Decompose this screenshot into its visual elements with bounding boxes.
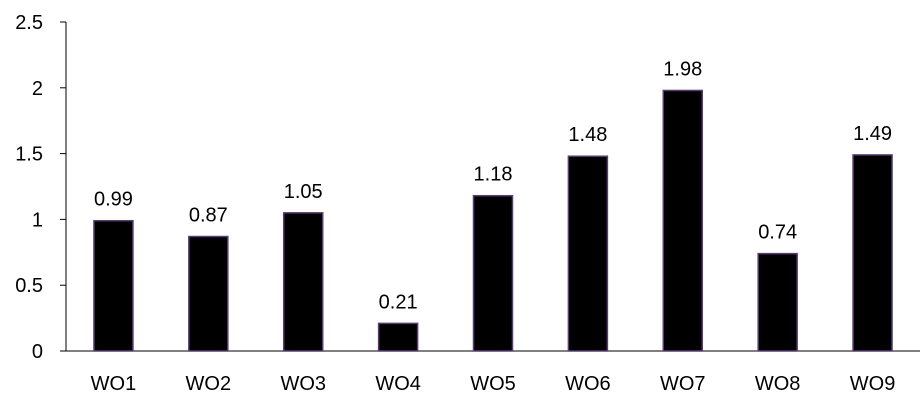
bar-wo9: [852, 154, 893, 352]
data-label-wo1: 0.99: [94, 189, 133, 211]
x-tick-label: WO4: [375, 373, 421, 395]
y-tick-label: 2.5: [15, 12, 43, 34]
data-label-wo4: 0.21: [379, 291, 418, 313]
x-tick-label: WO1: [91, 373, 137, 395]
x-tick-label: WO2: [186, 373, 232, 395]
x-tick-label: WO9: [850, 373, 896, 395]
y-tick-label: 0: [32, 341, 43, 363]
x-tick-label: WO3: [280, 373, 326, 395]
data-label-wo9: 1.49: [853, 123, 892, 145]
data-label-wo5: 1.18: [474, 164, 513, 186]
bar-wo7: [662, 89, 704, 352]
data-label-wo8: 0.74: [758, 222, 797, 244]
data-labels: 0.99 0.87 1.05 0.21 1.18 1.48 1.98 0.74 1.49: [94, 58, 892, 313]
y-tick-label: 1: [32, 209, 43, 231]
x-axis: WO1 WO2 WO3 WO4 WO5 WO6 WO7 WO8 WO9: [66, 350, 920, 395]
y-tick-label: 2: [32, 78, 43, 100]
bar-wo8: [757, 252, 798, 352]
x-tick-label: WO5: [470, 373, 516, 395]
x-tick-label: WO8: [755, 373, 801, 395]
bar-wo1: [93, 219, 134, 352]
bar-wo5: [472, 194, 514, 352]
data-label-wo7: 1.98: [663, 58, 702, 80]
y-axis: 0 0.5 1 1.5 2 2.5: [15, 12, 67, 363]
bar-wo6: [567, 155, 609, 352]
bar-wo3: [282, 212, 324, 352]
y-tick-label: 1.5: [15, 144, 43, 166]
bar-wo2: [188, 235, 229, 352]
x-tick-label: WO7: [660, 373, 706, 395]
data-label-wo2: 0.87: [189, 205, 228, 227]
bar-wo4: [377, 322, 419, 352]
x-tick-label: WO6: [565, 373, 611, 395]
data-label-wo6: 1.48: [568, 124, 607, 146]
bars: [93, 89, 893, 352]
data-label-wo3: 1.05: [284, 181, 323, 203]
y-tick-label: 0.5: [15, 275, 43, 297]
